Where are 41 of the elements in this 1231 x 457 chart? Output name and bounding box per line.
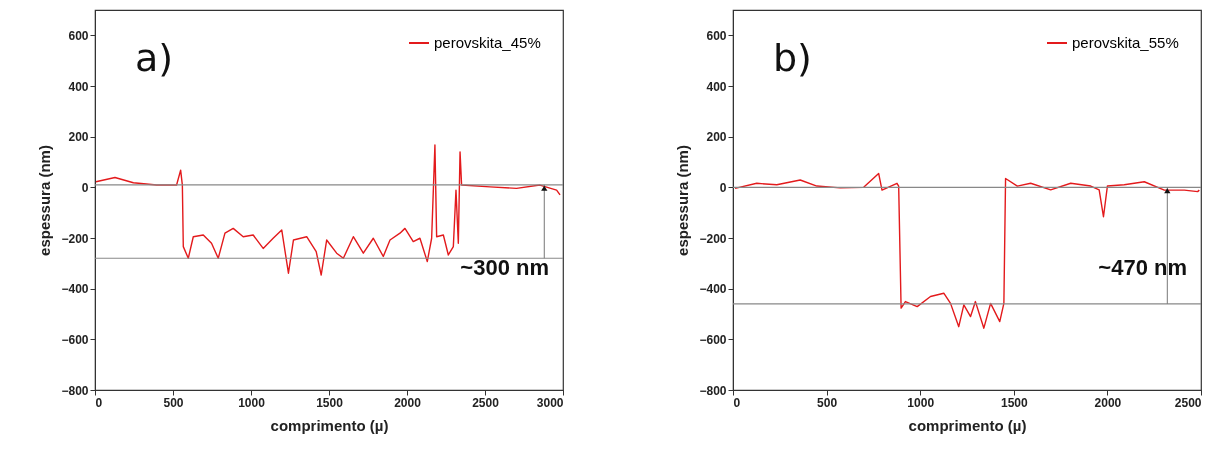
- y-tick-label: 0: [719, 180, 727, 195]
- annotation: b): [773, 36, 812, 80]
- y-tick-label: −800: [61, 383, 89, 398]
- legend-label: perovskita_55%: [1072, 34, 1179, 51]
- annotation: a): [135, 36, 174, 80]
- x-tick-label: 1000: [238, 395, 266, 410]
- y-tick-label: −200: [61, 231, 89, 246]
- x-tick-label: 1500: [316, 395, 344, 410]
- y-tick-label: −600: [699, 332, 727, 347]
- y-axis-title: espessura (nm): [674, 145, 692, 256]
- x-tick-label: 2000: [394, 395, 422, 410]
- y-tick-label: 200: [68, 130, 89, 145]
- annotation: ~300 nm: [460, 255, 549, 281]
- y-tick-label: −800: [699, 383, 727, 398]
- x-tick-label: 2000: [1094, 395, 1122, 410]
- x-tick-label: 1500: [1000, 395, 1028, 410]
- x-tick-label: 0: [95, 395, 103, 410]
- y-tick-label: 200: [706, 130, 727, 145]
- y-tick-label: −200: [699, 231, 727, 246]
- x-axis-title: comprimento (µ): [908, 416, 1027, 434]
- y-tick-label: 600: [706, 28, 727, 43]
- y-tick-label: −400: [61, 282, 89, 297]
- y-tick-label: 400: [68, 79, 89, 94]
- x-tick-label: 2500: [472, 395, 500, 410]
- line-series: [95, 144, 561, 276]
- y-tick-label: 0: [81, 180, 89, 195]
- legend-label: perovskita_45%: [434, 34, 541, 51]
- x-axis-title: comprimento (µ): [270, 416, 389, 434]
- x-tick-label: 500: [163, 395, 184, 410]
- x-tick-label: 2500: [1174, 395, 1202, 410]
- x-tick-label: 3000: [536, 395, 564, 410]
- line-series: [734, 172, 1201, 329]
- y-tick-label: −600: [61, 332, 89, 347]
- x-tick-label: 1000: [907, 395, 935, 410]
- y-axis-title: espessura (nm): [36, 145, 54, 256]
- y-tick-label: 400: [706, 79, 727, 94]
- annotation: ~470 nm: [1098, 255, 1187, 281]
- x-tick-label: 500: [817, 395, 838, 410]
- y-tick-label: −400: [699, 282, 727, 297]
- x-tick-label: 0: [733, 395, 741, 410]
- y-tick-label: 600: [68, 28, 89, 43]
